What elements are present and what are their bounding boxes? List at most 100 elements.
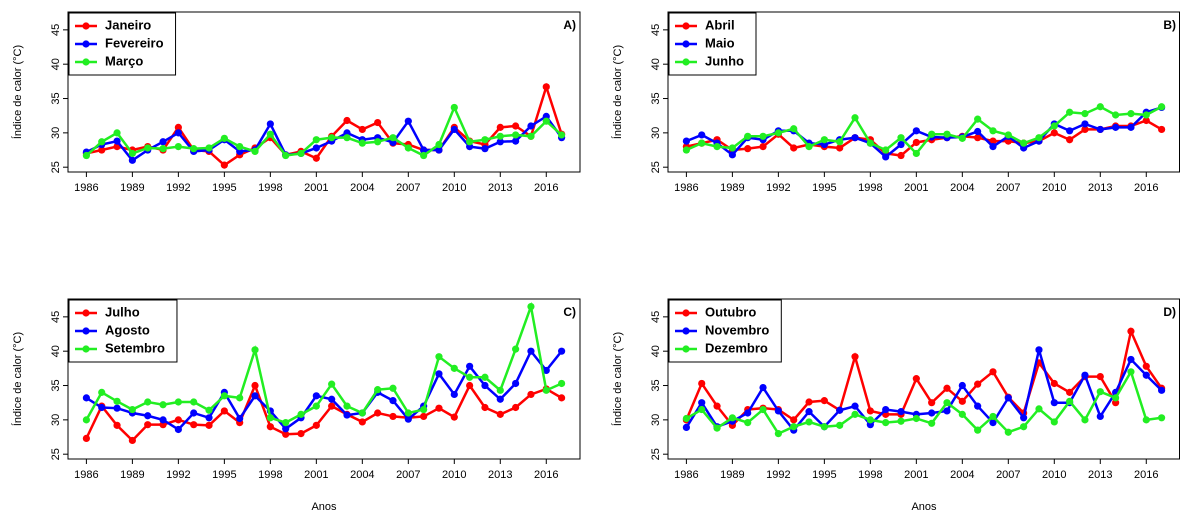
y-tick-label: 30 — [50, 414, 62, 426]
legend-marker — [682, 22, 690, 30]
data-point — [174, 123, 182, 131]
legend-label: Março — [105, 53, 143, 68]
data-point — [174, 129, 182, 137]
legend-marker — [682, 327, 690, 335]
legend-marker — [682, 345, 690, 353]
data-point — [389, 397, 397, 405]
x-tick-label: 1992 — [166, 469, 190, 481]
data-point — [1035, 134, 1043, 142]
data-point — [1158, 125, 1166, 134]
legend-marker — [82, 40, 90, 48]
x-tick-label: 1995 — [212, 182, 236, 194]
data-point — [236, 414, 244, 423]
data-point — [682, 146, 690, 154]
x-tick-label: 2010 — [1042, 469, 1066, 481]
data-point — [728, 414, 736, 422]
panel-label: B) — [1163, 18, 1176, 32]
data-point — [744, 132, 752, 140]
data-point — [1158, 386, 1166, 394]
data-point — [558, 347, 566, 355]
data-point — [159, 145, 167, 153]
data-point — [236, 142, 244, 151]
data-point — [282, 430, 290, 438]
data-point — [435, 140, 443, 149]
data-point — [159, 138, 167, 146]
data-point — [866, 416, 874, 424]
data-point — [82, 151, 90, 160]
data-point — [897, 151, 905, 160]
data-point — [113, 404, 121, 412]
x-tick-label: 2004 — [950, 182, 974, 194]
x-tick-label: 2001 — [904, 469, 928, 481]
series-line — [685, 368, 1162, 436]
data-point — [989, 137, 997, 145]
data-point — [759, 383, 767, 392]
data-point — [144, 421, 152, 429]
data-point — [205, 406, 213, 414]
data-point — [774, 429, 782, 438]
x-tick-label: 1989 — [720, 469, 744, 481]
data-point — [774, 129, 782, 137]
x-axis-title: Anos — [311, 501, 337, 513]
data-point — [481, 403, 489, 412]
y-tick-label: 25 — [650, 161, 662, 173]
x-tick-label: 1998 — [858, 469, 882, 481]
data-point — [1127, 123, 1135, 131]
data-point — [450, 364, 458, 372]
data-point — [174, 398, 182, 406]
x-tick-label: 2004 — [350, 469, 374, 481]
x-tick-label: 1992 — [166, 182, 190, 194]
data-point — [558, 379, 566, 388]
data-point — [713, 142, 721, 151]
data-point — [989, 368, 997, 376]
plot-frame — [67, 11, 581, 173]
data-point — [113, 129, 121, 137]
data-point — [912, 375, 920, 383]
legend-label: Agosto — [105, 322, 150, 337]
x-tick-label: 2016 — [534, 182, 558, 194]
data-point — [928, 409, 936, 417]
data-point — [113, 137, 121, 145]
data-point — [897, 408, 905, 416]
data-point — [297, 410, 305, 418]
data-point — [496, 395, 504, 403]
x-tick-label: 1992 — [766, 182, 790, 194]
y-axis-title: Índice de calor (°C) — [611, 45, 624, 139]
data-point — [266, 423, 274, 431]
data-point — [542, 386, 550, 394]
data-point — [374, 409, 382, 417]
data-point — [1050, 418, 1058, 426]
data-point — [374, 386, 382, 394]
data-point — [128, 156, 136, 164]
data-point — [496, 410, 504, 418]
data-point — [820, 397, 828, 405]
y-axis-title: Índice de calor (°C) — [611, 332, 624, 426]
y-tick-label: 45 — [50, 24, 62, 36]
data-point — [897, 140, 905, 149]
data-point — [851, 134, 859, 142]
data-point — [744, 409, 752, 417]
data-point — [420, 405, 428, 414]
data-point — [312, 421, 320, 429]
legend-label: Dezembro — [705, 340, 768, 355]
data-point — [1096, 372, 1104, 381]
legend-label: Junho — [705, 53, 744, 68]
data-point — [1142, 116, 1150, 125]
series-line — [685, 349, 1163, 433]
data-point — [1096, 103, 1104, 111]
data-point — [1081, 110, 1089, 118]
data-point — [1066, 127, 1074, 135]
data-point — [527, 347, 535, 355]
legend: Outubro Novembro Dezembro — [668, 299, 782, 363]
data-point — [220, 392, 228, 400]
data-point — [805, 142, 813, 151]
data-point — [374, 138, 382, 146]
data-point — [912, 138, 920, 147]
legend-marker — [682, 40, 690, 48]
y-tick-label: 35 — [50, 92, 62, 104]
data-point — [698, 379, 706, 388]
data-point — [897, 417, 905, 425]
data-point — [790, 423, 798, 431]
data-point — [1050, 379, 1058, 388]
data-point — [1112, 111, 1120, 119]
